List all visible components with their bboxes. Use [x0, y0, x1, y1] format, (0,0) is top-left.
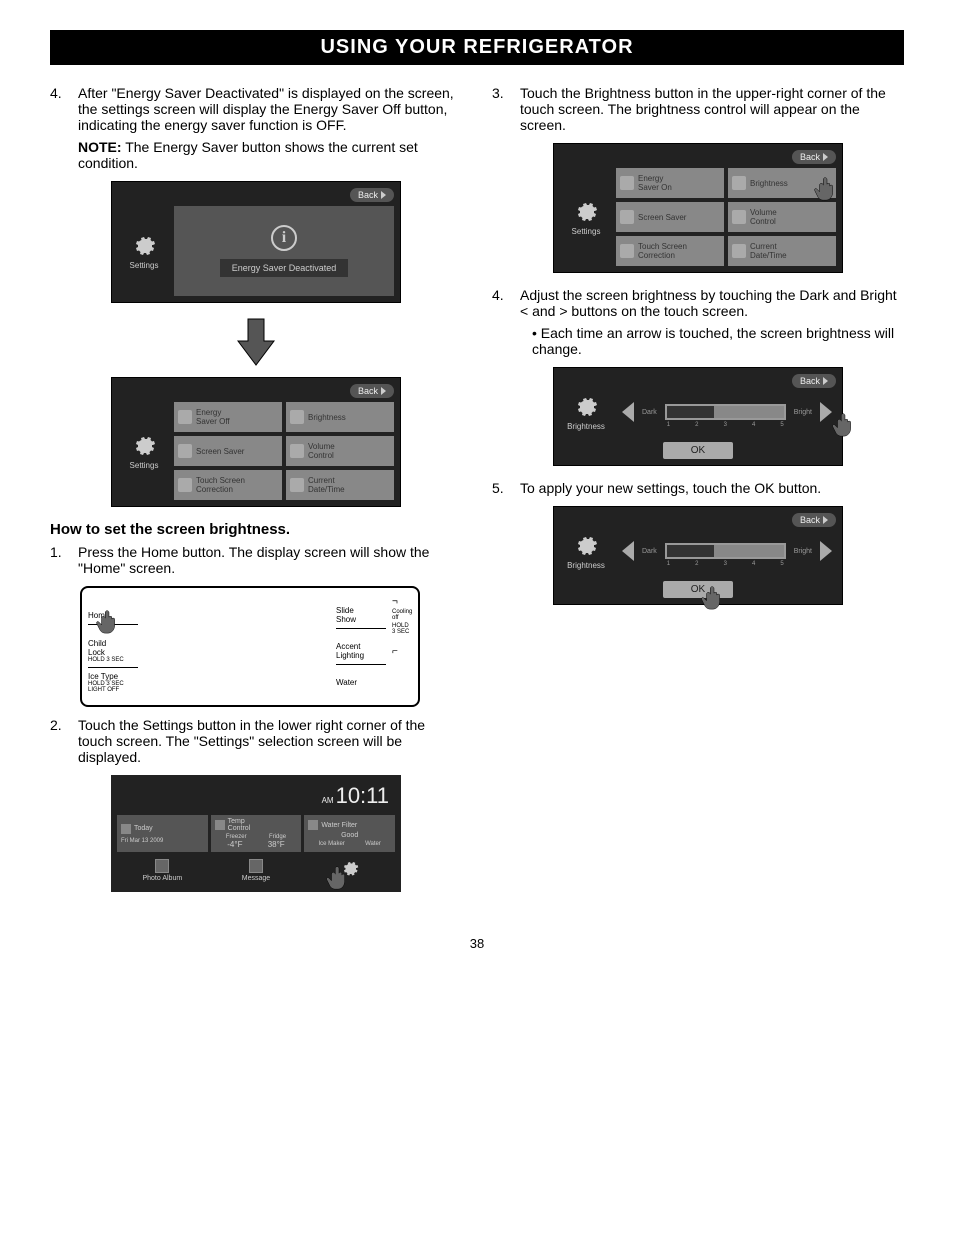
note-text: The Energy Saver button shows the curren…: [78, 139, 418, 171]
settings-side: Settings: [118, 402, 170, 500]
date-time-tile[interactable]: Current Date/Time: [286, 470, 394, 500]
arrow-icon: [823, 153, 828, 161]
bullet-note: Each time an arrow is touched, the scree…: [492, 325, 904, 357]
hand-icon: [324, 861, 354, 891]
step-4-left: 4. After "Energy Saver Deactivated" is d…: [50, 85, 462, 133]
gear-icon: [574, 533, 598, 557]
water-filter-tile[interactable]: Water Filter Good Ice MakerWater: [304, 815, 395, 852]
back-button[interactable]: Back: [350, 384, 394, 398]
screen-settings-on: Back Settings Energy Saver On Brightness…: [553, 143, 843, 273]
settings-side: Settings: [560, 168, 612, 266]
hand-icon: [94, 605, 124, 635]
touch-correction-tile[interactable]: Touch Screen Correction: [616, 236, 724, 266]
screen-energy-deactivated: Back Settings i Energy Saver Deactivated: [111, 181, 401, 303]
child-lock-button[interactable]: Child Lock HOLD 3 SEC: [88, 635, 138, 668]
back-button[interactable]: Back: [792, 513, 836, 527]
arrow-icon: [381, 191, 386, 199]
dark-button[interactable]: [622, 541, 634, 561]
energy-saver-tile[interactable]: Energy Saver Off: [174, 402, 282, 432]
ice-type-button[interactable]: Ice Type HOLD 3 SEC LIGHT OFF: [88, 668, 138, 697]
gear-icon: [132, 233, 156, 257]
screen-saver-tile[interactable]: Screen Saver: [174, 436, 282, 466]
water-button[interactable]: Water: [336, 674, 386, 691]
back-button[interactable]: Back: [350, 188, 394, 202]
note: NOTE: The Energy Saver button shows the …: [50, 139, 462, 171]
back-button[interactable]: Back: [792, 374, 836, 388]
step-1: 1. Press the Home button. The display sc…: [50, 544, 462, 576]
accent-lighting-button[interactable]: Accent Lighting: [336, 638, 386, 665]
brightness-side: Brightness: [560, 533, 612, 570]
date-time-tile[interactable]: Current Date/Time: [728, 236, 836, 266]
dark-button[interactable]: [622, 402, 634, 422]
step-text: Touch the Brightness button in the upper…: [520, 85, 904, 133]
screen-saver-tile[interactable]: Screen Saver: [616, 202, 724, 232]
info-icon: i: [271, 225, 297, 251]
step-3: 3. Touch the Brightness button in the up…: [492, 85, 904, 133]
temp-control-tile[interactable]: Temp Control FreezerFridge -4°F38°F: [211, 815, 302, 852]
brightness-screen: Back Brightness Dark 12345: [553, 367, 843, 466]
status-screen: AM10:11 Today Fri Mar 13 2009 Temp Contr…: [111, 775, 401, 892]
step-number: 4.: [492, 287, 520, 319]
step-text: To apply your new settings, touch the OK…: [520, 480, 904, 496]
step-text: Press the Home button. The display scree…: [78, 544, 462, 576]
slide-show-button[interactable]: Slide Show: [336, 602, 386, 629]
step-2: 2. Touch the Settings button in the lowe…: [50, 717, 462, 765]
message-button[interactable]: Message: [211, 855, 302, 886]
hand-icon: [830, 408, 860, 438]
ok-button[interactable]: OK: [663, 442, 733, 459]
brightness-slider[interactable]: 12345: [665, 404, 786, 420]
touch-correction-tile[interactable]: Touch Screen Correction: [174, 470, 282, 500]
photo-album-button[interactable]: Photo Album: [117, 855, 208, 886]
step-number: 5.: [492, 480, 520, 496]
ok-button[interactable]: OK: [663, 581, 733, 598]
settings-side: Settings: [118, 206, 170, 296]
page-banner: USING YOUR REFRIGERATOR: [50, 30, 904, 65]
volume-tile[interactable]: Volume Control: [286, 436, 394, 466]
down-arrow-icon: [236, 317, 276, 367]
step-number: 4.: [50, 85, 78, 133]
page-number: 38: [50, 936, 904, 951]
hand-icon: [699, 581, 729, 611]
brightness-tile[interactable]: Brightness: [286, 402, 394, 432]
volume-tile[interactable]: Volume Control: [728, 202, 836, 232]
hand-icon: [812, 172, 842, 202]
gear-icon: [574, 394, 598, 418]
screen-settings-off: Back Settings Energy Saver Off Brightnes…: [111, 377, 401, 507]
gear-icon: [132, 433, 156, 457]
step-4-right: 4. Adjust the screen brightness by touch…: [492, 287, 904, 319]
brightness-side: Brightness: [560, 394, 612, 431]
step-number: 1.: [50, 544, 78, 576]
dialog-box: i Energy Saver Deactivated: [174, 206, 394, 296]
step-number: 2.: [50, 717, 78, 765]
brightness-heading: How to set the screen brightness.: [50, 521, 462, 538]
step-5: 5. To apply your new settings, touch the…: [492, 480, 904, 496]
step-text: Adjust the screen brightness by touching…: [520, 287, 904, 319]
settings-button[interactable]: [304, 855, 395, 886]
gear-icon: [574, 199, 598, 223]
clock: AM10:11: [117, 781, 395, 815]
home-screen: Home Slide Show ¬ Cooling off HOLD 3 SEC…: [80, 586, 420, 707]
brightness-slider[interactable]: 12345: [665, 543, 786, 559]
step-number: 3.: [492, 85, 520, 133]
brightness-screen-ok: Back Brightness Dark 12345: [553, 506, 843, 605]
energy-saver-tile[interactable]: Energy Saver On: [616, 168, 724, 198]
brightness-tile[interactable]: Brightness: [728, 168, 836, 198]
dialog-message: Energy Saver Deactivated: [220, 259, 349, 277]
arrow-icon: [381, 387, 386, 395]
back-button[interactable]: Back: [792, 150, 836, 164]
bright-button[interactable]: [820, 402, 832, 422]
right-column: 3. Touch the Brightness button in the up…: [492, 85, 904, 906]
step-text: After "Energy Saver Deactivated" is disp…: [78, 85, 462, 133]
step-text: Touch the Settings button in the lower r…: [78, 717, 462, 765]
note-label: NOTE:: [78, 139, 122, 155]
arrow-icon: [823, 377, 828, 385]
left-column: 4. After "Energy Saver Deactivated" is d…: [50, 85, 462, 906]
home-button[interactable]: Home: [88, 607, 138, 625]
bright-button[interactable]: [820, 541, 832, 561]
today-tile[interactable]: Today Fri Mar 13 2009: [117, 815, 208, 852]
arrow-icon: [823, 516, 828, 524]
